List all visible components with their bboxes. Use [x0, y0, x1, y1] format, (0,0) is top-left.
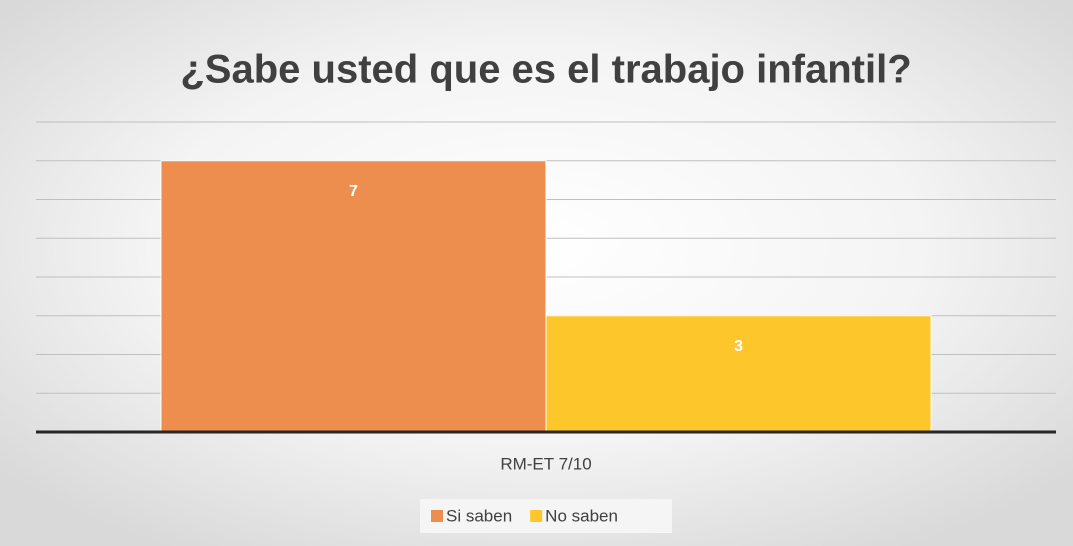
data-label: 7: [349, 183, 358, 200]
data-label: 3: [734, 338, 743, 355]
x-tick-label: RM-ET 7/10: [500, 454, 591, 473]
legend-swatch: [530, 510, 543, 522]
legend-box: [420, 499, 672, 533]
bar: [160, 160, 547, 433]
bar: [545, 315, 932, 433]
legend-label: No saben: [545, 506, 618, 525]
legend-swatch: [431, 510, 443, 522]
chart-title: ¿Sabe usted que es el trabajo infantil?: [180, 48, 911, 92]
legend-label: Si saben: [446, 506, 512, 525]
